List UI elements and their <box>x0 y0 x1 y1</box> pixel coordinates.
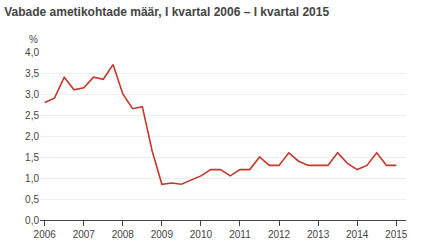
svg-text:1,5: 1,5 <box>25 152 39 163</box>
svg-text:2006: 2006 <box>34 229 57 240</box>
svg-text:2014: 2014 <box>346 229 369 240</box>
svg-text:3,0: 3,0 <box>25 89 39 100</box>
svg-text:2,0: 2,0 <box>25 131 39 142</box>
svg-text:0,0: 0,0 <box>25 215 39 226</box>
svg-text:2,5: 2,5 <box>25 110 39 121</box>
svg-text:3,5: 3,5 <box>25 68 39 79</box>
svg-text:%: % <box>29 34 38 45</box>
svg-text:2009: 2009 <box>151 229 174 240</box>
svg-text:1,0: 1,0 <box>25 173 39 184</box>
svg-text:2013: 2013 <box>307 229 330 240</box>
svg-text:Vabade ametikohtade määr, I kv: Vabade ametikohtade määr, I kvartal 2006… <box>4 5 329 19</box>
svg-text:2011: 2011 <box>229 229 251 240</box>
svg-text:2007: 2007 <box>73 229 96 240</box>
svg-text:2010: 2010 <box>190 229 213 240</box>
svg-text:0,5: 0,5 <box>25 194 39 205</box>
svg-text:2012: 2012 <box>268 229 291 240</box>
svg-text:2008: 2008 <box>112 229 135 240</box>
svg-text:2015: 2015 <box>385 229 408 240</box>
svg-text:4,0: 4,0 <box>25 47 39 58</box>
